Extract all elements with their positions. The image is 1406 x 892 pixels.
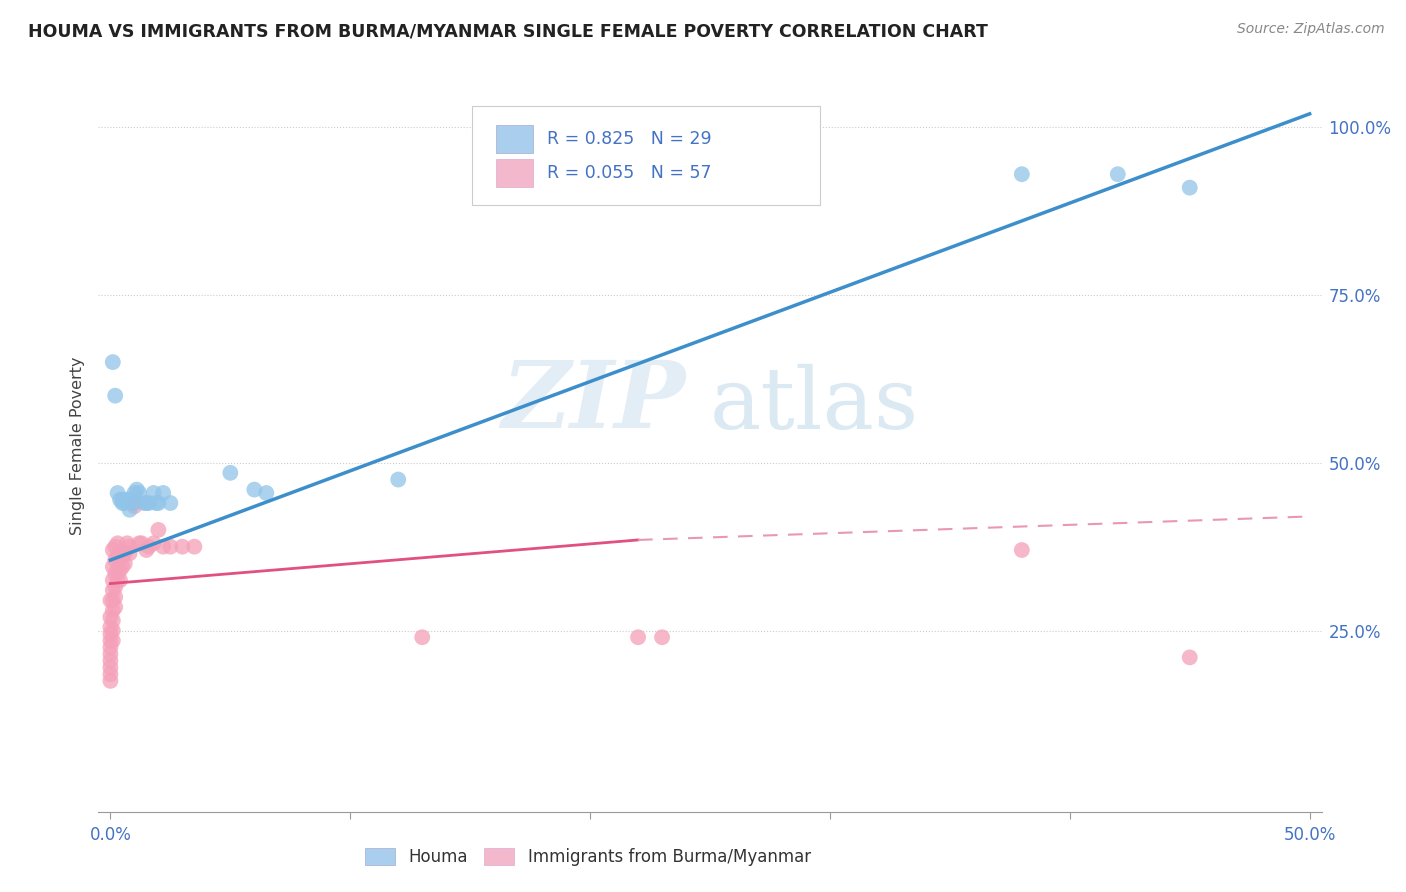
Point <box>104 389 127 403</box>
Point <box>152 486 174 500</box>
Point <box>101 559 124 574</box>
Point <box>104 540 127 554</box>
Point <box>100 673 122 688</box>
Point <box>101 355 124 369</box>
Point <box>124 496 146 510</box>
Point <box>107 486 129 500</box>
Text: atlas: atlas <box>710 364 920 448</box>
Point <box>243 483 266 497</box>
Point <box>100 610 122 624</box>
Point <box>121 496 143 510</box>
Point <box>104 553 127 567</box>
Point <box>100 640 122 655</box>
Point <box>108 563 131 577</box>
Point <box>159 496 181 510</box>
Text: HOUMA VS IMMIGRANTS FROM BURMA/MYANMAR SINGLE FEMALE POVERTY CORRELATION CHART: HOUMA VS IMMIGRANTS FROM BURMA/MYANMAR S… <box>28 22 988 40</box>
Text: Source: ZipAtlas.com: Source: ZipAtlas.com <box>1237 22 1385 37</box>
Point <box>107 573 129 587</box>
Point <box>114 546 136 560</box>
Point <box>118 540 141 554</box>
Point <box>118 546 141 560</box>
Point <box>104 566 127 581</box>
FancyBboxPatch shape <box>471 106 820 204</box>
Point <box>101 573 124 587</box>
Text: R = 0.055   N = 57: R = 0.055 N = 57 <box>547 164 711 182</box>
Bar <box>496 160 533 187</box>
Point <box>142 536 165 550</box>
Point <box>101 593 124 607</box>
Point <box>108 492 131 507</box>
Point <box>108 549 131 564</box>
Point <box>100 627 122 641</box>
Point <box>111 492 134 507</box>
Point <box>148 523 170 537</box>
Point <box>101 543 124 558</box>
Point <box>100 667 122 681</box>
Point <box>111 549 134 564</box>
Point <box>111 559 134 574</box>
Text: R = 0.825   N = 29: R = 0.825 N = 29 <box>547 130 711 148</box>
Point <box>101 614 124 628</box>
Point <box>115 492 138 507</box>
Bar <box>496 125 533 153</box>
Point <box>104 580 127 594</box>
Point <box>142 486 165 500</box>
Point <box>138 496 160 510</box>
Point <box>411 630 433 644</box>
Point <box>108 573 131 587</box>
Text: ZIP: ZIP <box>502 357 686 447</box>
Point <box>104 590 127 604</box>
Point <box>387 473 409 487</box>
Point <box>107 563 129 577</box>
Point <box>100 593 122 607</box>
Point <box>100 647 122 661</box>
Point <box>627 630 650 644</box>
Point <box>114 557 136 571</box>
Point <box>135 496 157 510</box>
Point <box>132 496 155 510</box>
Point <box>651 630 673 644</box>
Point <box>172 540 194 554</box>
Point <box>148 496 170 510</box>
Point <box>131 536 153 550</box>
Point <box>101 583 124 598</box>
Point <box>183 540 205 554</box>
Point <box>1011 167 1033 181</box>
Point <box>1107 167 1129 181</box>
Point <box>104 600 127 615</box>
Point <box>254 486 277 500</box>
Point <box>118 492 141 507</box>
Point <box>107 536 129 550</box>
Point <box>128 486 150 500</box>
Point <box>114 496 136 510</box>
Point <box>100 654 122 668</box>
Point <box>135 543 157 558</box>
Point <box>124 486 146 500</box>
Point <box>118 502 141 516</box>
Point <box>101 603 124 617</box>
Point <box>145 496 167 510</box>
Point <box>219 466 242 480</box>
Point <box>101 633 124 648</box>
Point <box>159 540 181 554</box>
Point <box>1178 650 1201 665</box>
Point <box>101 624 124 638</box>
Legend: Houma, Immigrants from Burma/Myanmar: Houma, Immigrants from Burma/Myanmar <box>359 841 817 873</box>
Point <box>138 540 160 554</box>
Point <box>1011 543 1033 558</box>
Y-axis label: Single Female Poverty: Single Female Poverty <box>70 357 86 535</box>
Point <box>100 633 122 648</box>
Point <box>100 660 122 674</box>
Point <box>1178 180 1201 194</box>
Point <box>111 496 134 510</box>
Point <box>152 540 174 554</box>
Point <box>128 536 150 550</box>
Point <box>115 536 138 550</box>
Point <box>124 500 146 514</box>
Point <box>100 620 122 634</box>
Point <box>107 549 129 564</box>
Point <box>125 483 148 497</box>
